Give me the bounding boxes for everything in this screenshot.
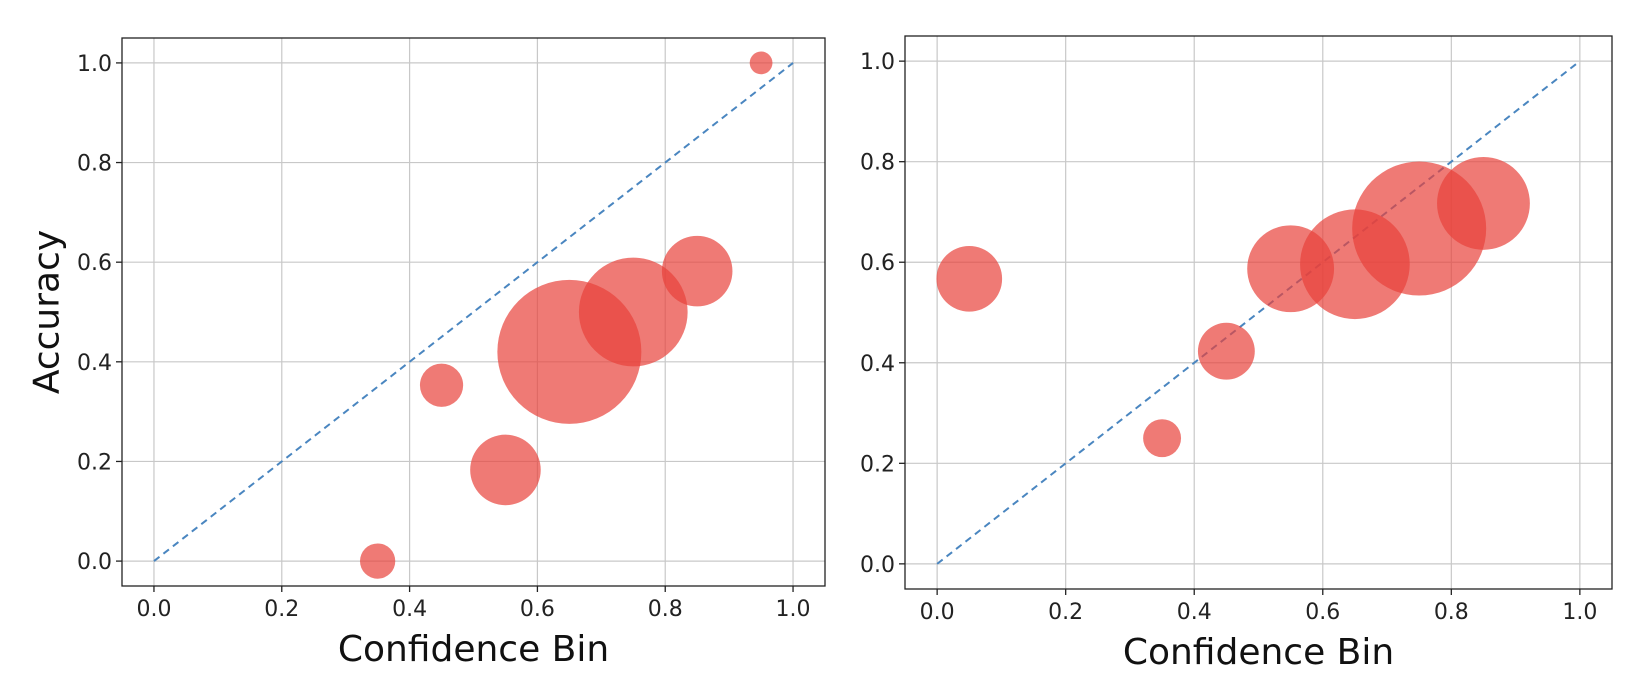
scatter-point-4-left [578,257,688,367]
x-tick-label-0-right: 0.0 [920,600,955,625]
y-tick-label-4-left: 0.8 [77,152,112,177]
grid-right [905,36,1612,589]
y-axis-label-left: Accuracy [27,230,68,394]
y-tick-label-0-left: 0.0 [77,550,112,575]
y-tick-label-5-right: 1.0 [860,50,895,75]
y-tick-label-0-right: 0.0 [860,553,895,578]
plot-frame-right [904,35,1613,590]
y-ticks-left: 0.0 0.2 0.4 0.6 0.8 1.0 [77,52,122,575]
points-left [360,51,773,579]
scatter-point-1-left [419,363,464,407]
x-tick-label-0-left: 0.0 [136,597,171,622]
x-tick-label-3-right: 0.6 [1305,600,1340,625]
plot-frame-left [121,37,826,587]
reference-diagonal-left [153,62,794,562]
y-tick-label-3-left: 0.6 [77,251,112,276]
scatter-point-6-right [1437,156,1530,250]
x-tick-label-2-left: 0.4 [392,597,427,622]
x-tick-label-2-right: 0.4 [1177,600,1212,625]
x-tick-label-5-right: 1.0 [1562,600,1597,625]
chart-panel-left: 0.0 0.2 0.4 0.6 0.8 1.0 0.0 0.2 0.4 0.6 0.8 1.0 Co… [27,37,826,670]
y-tick-label-1-right: 0.2 [860,452,895,477]
reference-diagonal-right [936,60,1581,565]
points-right [936,156,1530,458]
chart-panel-right: 0.0 0.2 0.4 0.6 0.8 1.0 0.0 0.2 0.4 0.6 0.8 1.0 Co… [860,35,1613,673]
y-ticks-right: 0.0 0.2 0.4 0.6 0.8 1.0 [860,50,905,578]
y-tick-label-1-left: 0.2 [77,450,112,475]
y-tick-label-5-left: 1.0 [77,52,112,77]
x-ticks-left: 0.0 0.2 0.4 0.6 0.8 1.0 [136,586,811,622]
scatter-point-1-right [1143,419,1182,458]
scatter-point-5-left [661,235,733,307]
scatter-point-2-right [1197,322,1255,380]
grid-left [122,38,825,586]
scatter-point-0-left [360,543,396,579]
x-tick-label-1-left: 0.2 [264,597,299,622]
x-axis-label-left: Confidence Bin [338,629,609,670]
x-tick-label-3-left: 0.6 [520,597,555,622]
x-tick-label-5-left: 1.0 [776,597,811,622]
x-tick-label-1-right: 0.2 [1048,600,1083,625]
scatter-point-2-left [470,434,541,506]
y-tick-label-3-right: 0.6 [860,251,895,276]
y-tick-label-4-right: 0.8 [860,151,895,176]
x-tick-label-4-right: 0.8 [1434,600,1469,625]
x-ticks-right: 0.0 0.2 0.4 0.6 0.8 1.0 [920,589,1597,625]
x-axis-label-right: Confidence Bin [1123,632,1394,673]
y-tick-label-2-left: 0.4 [77,351,112,376]
y-tick-label-2-right: 0.4 [860,352,895,377]
scatter-point-0-right [936,245,1003,312]
scatter-point-6-left [749,51,773,75]
x-tick-label-4-left: 0.8 [648,597,683,622]
